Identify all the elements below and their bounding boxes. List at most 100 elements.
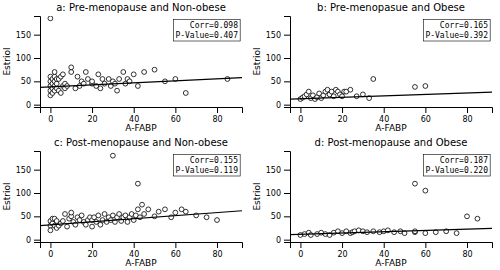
tick-label: 0 [276, 236, 281, 245]
point [306, 89, 311, 94]
tick: 60 [171, 107, 181, 124]
y-axis-title: Estriol [252, 182, 262, 210]
annotation-line: P-Value=0.119 [175, 166, 238, 175]
regression-line [40, 78, 242, 88]
point [115, 88, 120, 93]
point [142, 70, 147, 75]
axis-line [34, 152, 41, 243]
axis-line [41, 243, 243, 249]
point [215, 218, 220, 223]
tick: 40 [379, 242, 389, 259]
tick-label: 50 [21, 77, 31, 86]
point [173, 210, 178, 215]
point [465, 214, 470, 219]
x-axis: 020406080 [41, 107, 243, 124]
annotation-text: Corr=0.098P-Value=0.407 [175, 21, 238, 40]
point [125, 220, 130, 225]
tick-mark [175, 242, 176, 248]
axis-line [284, 152, 291, 243]
tick: 40 [379, 107, 389, 124]
tick-label: 100 [266, 189, 281, 198]
tick-mark [34, 58, 40, 59]
point [204, 215, 209, 220]
point [69, 70, 74, 75]
tick: 0 [276, 101, 290, 110]
point [102, 212, 107, 217]
tick: 150 [16, 31, 40, 40]
x-axis-title: A-FABP [125, 123, 157, 133]
tick-label: 0 [298, 250, 303, 259]
tick-label: 80 [462, 250, 472, 259]
tick-label: 0 [48, 115, 53, 124]
point [135, 84, 140, 89]
annotation-line: Corr=0.165 [440, 21, 488, 30]
annotation: Corr=0.155P-Value=0.119 [173, 155, 240, 177]
tick: 50 [21, 212, 40, 221]
tick-mark [92, 107, 93, 113]
point [98, 222, 103, 227]
tick-mark [384, 242, 385, 248]
tick: 60 [421, 242, 431, 259]
tick-label: 150 [16, 31, 31, 40]
x-axis: 020406080 [291, 107, 493, 124]
tick-mark [34, 193, 40, 194]
point [83, 222, 88, 227]
point [152, 214, 157, 219]
point [142, 212, 147, 217]
annotation-line: P-Value=0.392 [425, 31, 488, 40]
y-axis-title: Estriol [2, 182, 12, 210]
tick-label: 80 [462, 115, 472, 124]
axis-line [284, 17, 291, 108]
tick-mark [217, 107, 218, 113]
tick-label: 20 [87, 115, 97, 124]
tick-mark [284, 170, 290, 171]
point [371, 77, 376, 82]
y-axis-title: Estriol [2, 47, 12, 75]
chart: 020406080050100150a: Pre-menopause and N… [0, 0, 500, 270]
annotation-line: P-Value=0.220 [425, 166, 488, 175]
tick-label: 100 [16, 189, 31, 198]
tick-mark [284, 35, 290, 36]
tick-mark [34, 35, 40, 36]
point [79, 213, 84, 218]
annotation-text: Corr=0.155P-Value=0.119 [175, 156, 238, 175]
x-axis: 0 20 40 60 80 [291, 242, 493, 259]
tick: 150 [266, 166, 290, 175]
tick-mark [384, 107, 385, 113]
axis-line [291, 243, 493, 249]
annotation-box [423, 155, 490, 177]
axis-line [34, 17, 41, 108]
regression-line [290, 228, 492, 234]
point [48, 228, 53, 233]
plot-area [40, 153, 242, 232]
tick: 80 [462, 242, 472, 259]
tick-label: 20 [87, 250, 97, 259]
tick-label: 20 [337, 250, 347, 259]
point [110, 153, 115, 158]
point [135, 207, 140, 212]
point [96, 72, 101, 77]
tick: 20 [337, 242, 347, 259]
tick: 0 [48, 242, 53, 259]
tick-mark [467, 242, 468, 248]
tick: 150 [16, 166, 40, 175]
point [54, 81, 59, 86]
tick-label: 100 [16, 54, 31, 63]
annotation-text: Corr=0.187P-Value=0.220 [425, 156, 488, 175]
tick: 20 [87, 107, 97, 124]
tick-label: 50 [271, 77, 281, 86]
point [183, 91, 188, 96]
point [413, 181, 418, 186]
annotation-line: Corr=0.155 [190, 156, 238, 165]
tick: 40 [129, 242, 139, 259]
point [423, 231, 428, 236]
annotation-text: Corr=0.165P-Value=0.392 [425, 21, 488, 40]
point [61, 72, 66, 77]
tick: 0 [26, 236, 40, 245]
point [423, 188, 428, 193]
tick-mark [284, 58, 290, 59]
point [340, 94, 345, 99]
annotation: Corr=0.098P-Value=0.407 [173, 20, 240, 42]
tick: 100 [266, 54, 290, 63]
point [163, 207, 168, 212]
